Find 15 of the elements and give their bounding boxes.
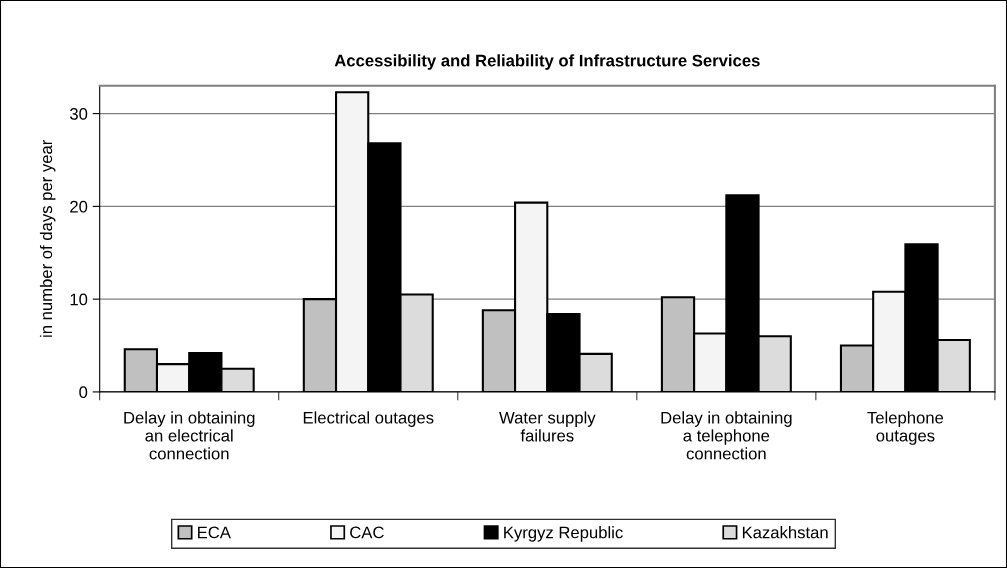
x-tick-label: Water supply failures [499,411,596,442]
y-tick-label: 30 [69,108,88,120]
y-tick-label: 0 [79,386,88,399]
legend-label: Kazakhstan [742,526,828,539]
y-axis-title: in number of days per year [39,139,56,337]
x-tick-label: Electrical outages [303,411,434,427]
x-tick-label: Telephone outages [867,411,944,445]
legend-label: CAC [350,526,384,539]
chart-title: Accessibility and Reliability of Infrastructure Services [334,54,760,70]
y-tick-label: 10 [70,293,88,306]
legend-label: Kyrgyz Republic [504,526,623,542]
legend-label: ECA [198,526,231,539]
x-tick-label: Delay in obtaining a telephone connection [661,411,792,460]
y-tick-label: 20 [70,200,88,213]
x-tick-label: Delay in obtaining an electrical connection [124,411,255,460]
